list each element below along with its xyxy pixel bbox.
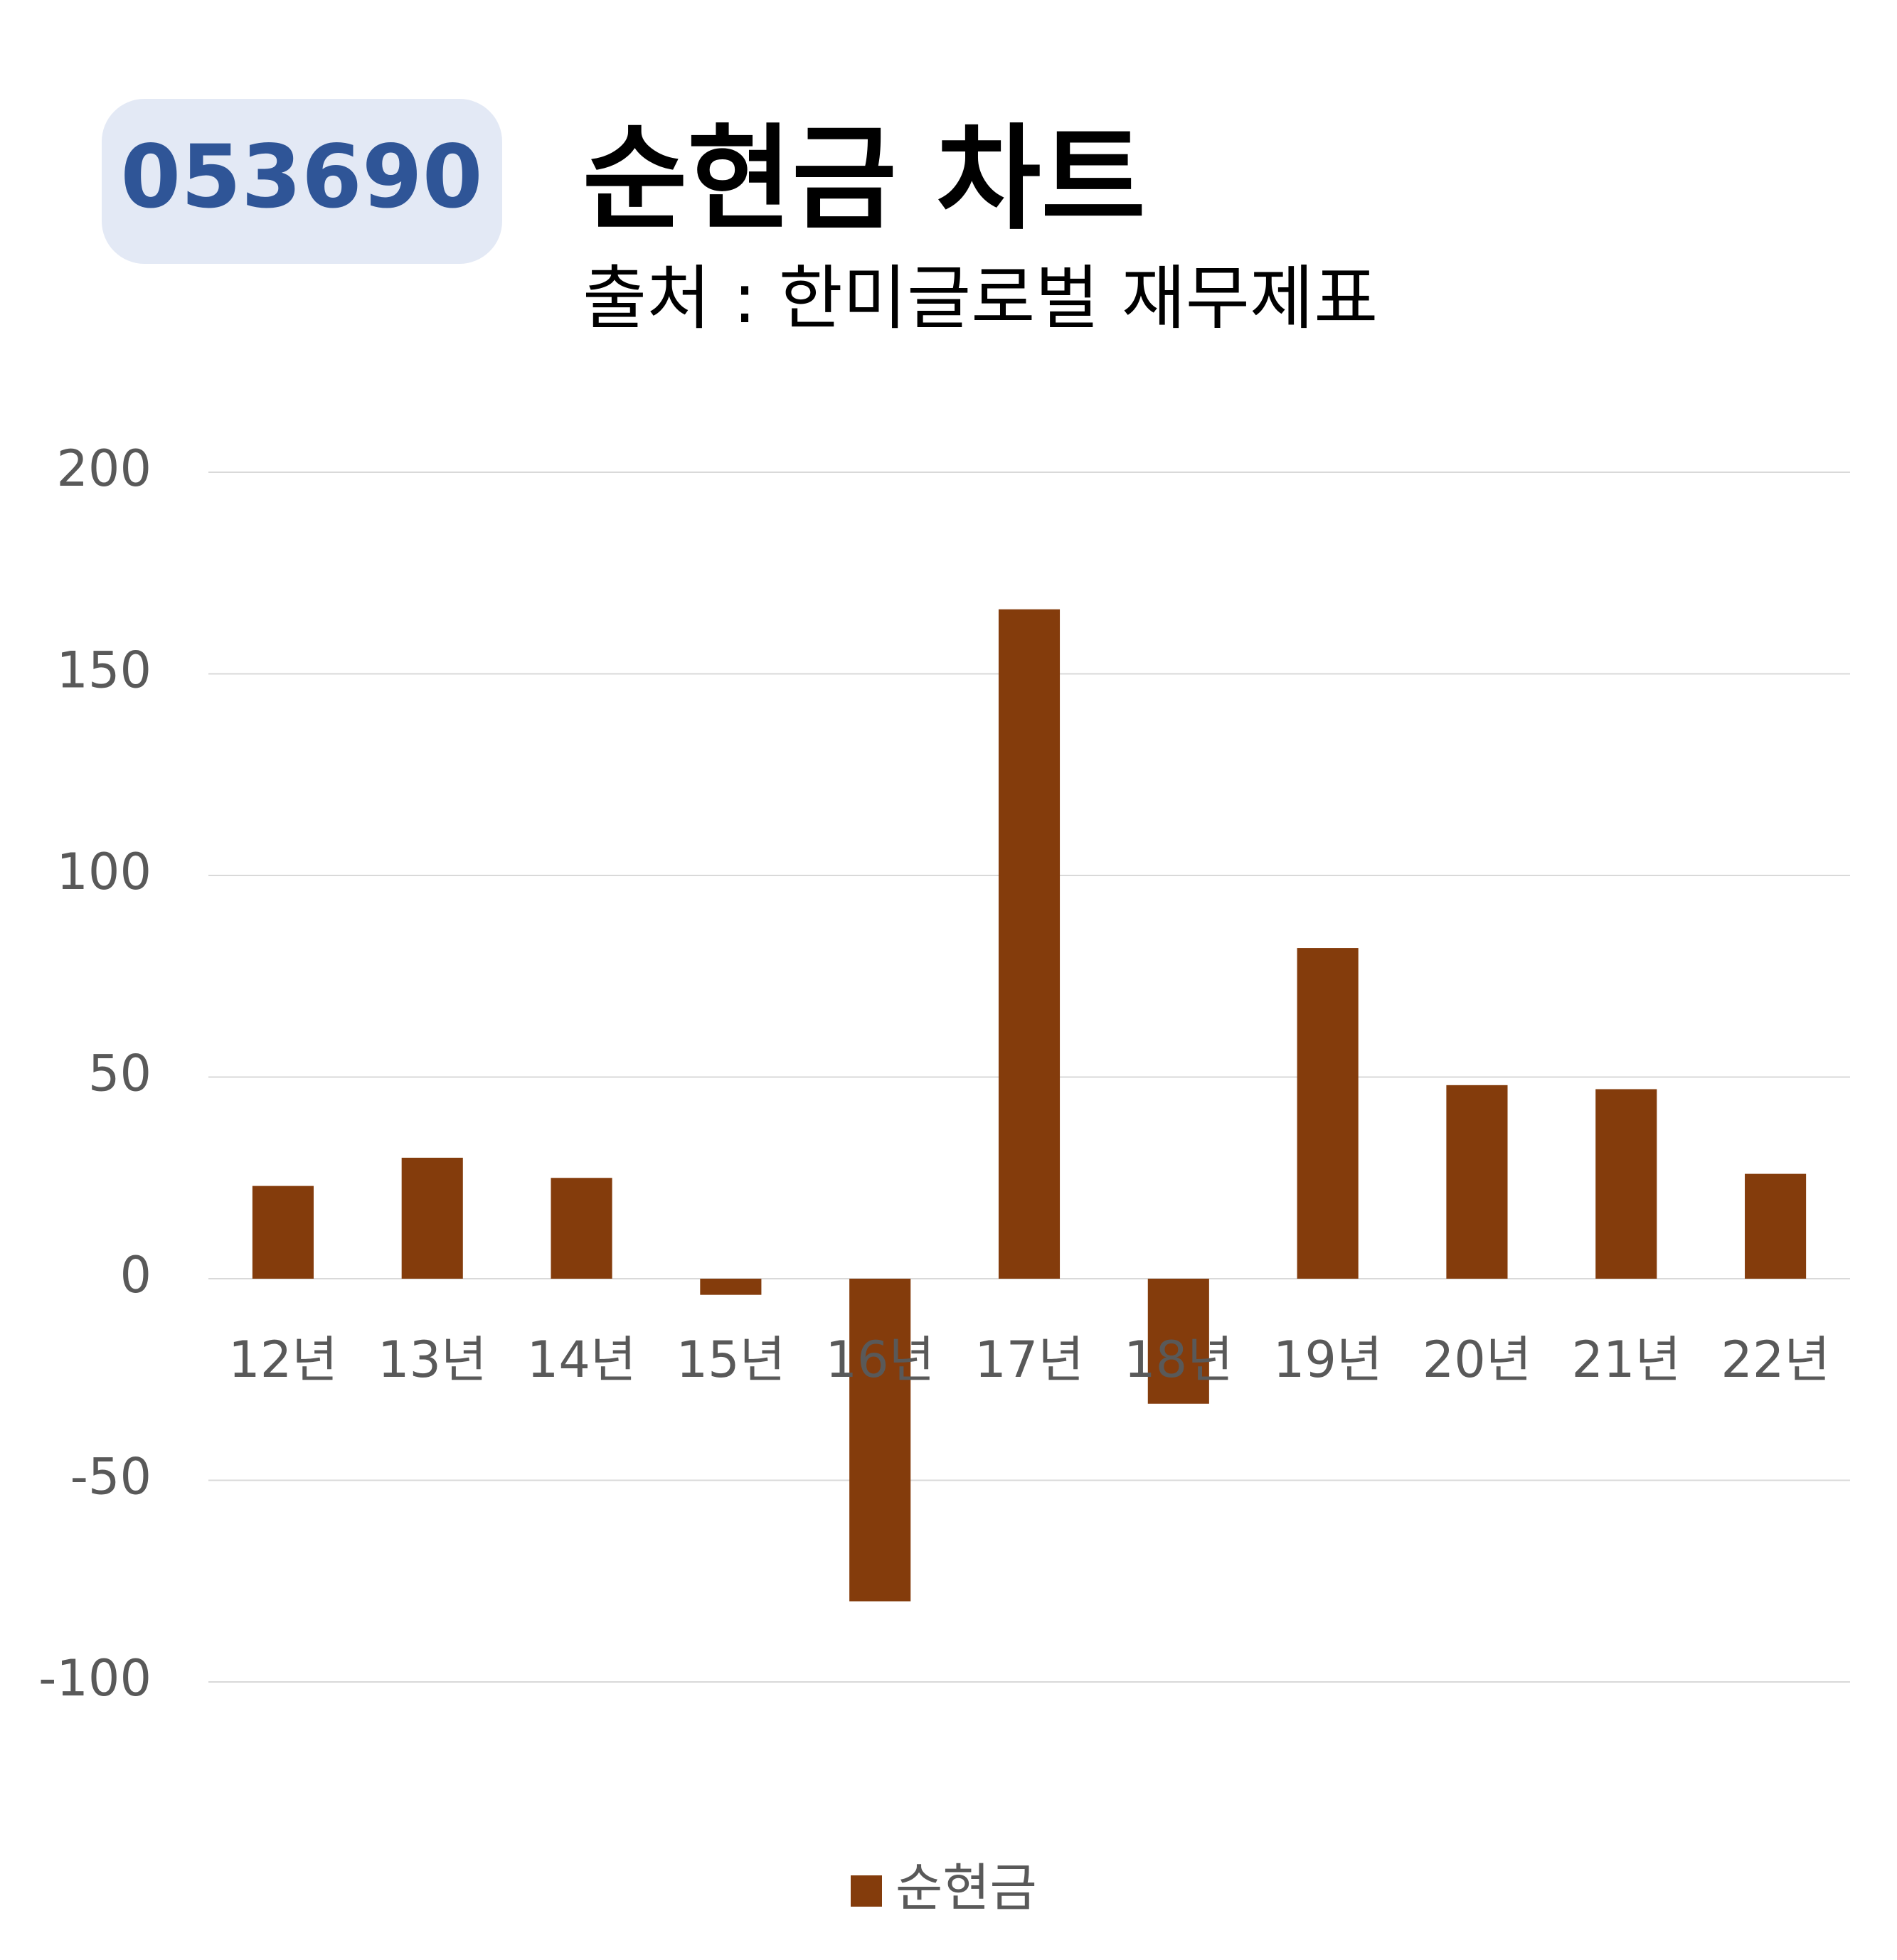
x-tick-label: 12년 — [228, 1331, 337, 1389]
y-tick-label: -100 — [38, 1649, 152, 1708]
bar — [998, 609, 1061, 1279]
bar — [1595, 1089, 1657, 1279]
bar — [1446, 1085, 1508, 1279]
bar — [700, 1279, 762, 1295]
bar — [1147, 1279, 1209, 1404]
x-tick-label: 14년 — [527, 1331, 636, 1389]
x-tick-label: 13년 — [378, 1331, 487, 1389]
x-tick-label: 19년 — [1273, 1331, 1382, 1389]
x-tick-label: 21년 — [1572, 1331, 1681, 1389]
bar — [849, 1279, 911, 1602]
y-tick-label: 100 — [56, 843, 152, 901]
x-tick-label: 16년 — [825, 1331, 934, 1389]
bar — [252, 1186, 314, 1279]
y-tick-label: -50 — [70, 1448, 152, 1506]
x-tick-label: 18년 — [1124, 1331, 1233, 1389]
y-tick-label: 150 — [56, 641, 152, 700]
x-tick-label: 17년 — [974, 1331, 1083, 1389]
bar — [1297, 948, 1359, 1279]
legend-swatch — [851, 1875, 882, 1907]
chart-subtitle: 출처 : 한미글로벌 재무제표 — [583, 258, 1378, 339]
legend-label: 순현금 — [896, 1858, 1037, 1918]
x-tick-label: 20년 — [1423, 1331, 1531, 1389]
y-tick-label: 0 — [119, 1246, 152, 1304]
bar — [401, 1157, 463, 1279]
chart-title: 순현금 차트 — [583, 112, 1146, 245]
y-tick-label: 50 — [88, 1045, 152, 1103]
y-tick-label: 200 — [56, 440, 152, 498]
x-tick-label: 15년 — [676, 1331, 785, 1389]
bar — [551, 1178, 612, 1279]
bar — [1745, 1173, 1807, 1279]
badge-bg — [102, 99, 502, 264]
x-tick-label: 22년 — [1721, 1331, 1829, 1389]
badge: 053690 — [120, 127, 482, 228]
